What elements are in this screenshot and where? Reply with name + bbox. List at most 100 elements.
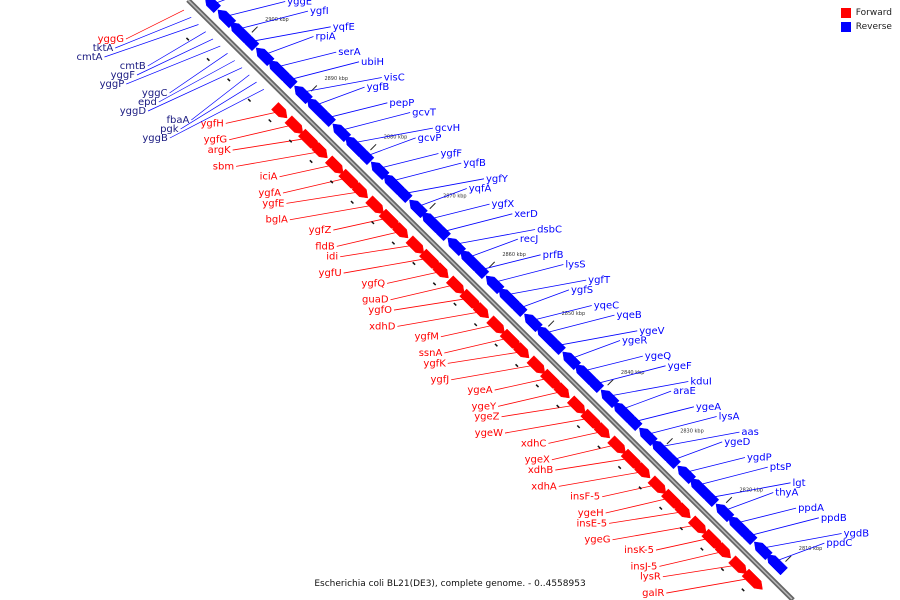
scale-tick [547,320,555,327]
gene-xdhA[interactable] [634,462,651,479]
gene-ygfM[interactable] [486,315,505,334]
gene-gcvP[interactable] [358,148,375,166]
gene-label-ygfS: ygfS [571,285,593,296]
gene-xdhC[interactable] [593,422,611,439]
feature-marker [576,424,581,429]
gene-xdhD[interactable] [472,302,490,319]
gene-label-xdhC: xdhC [521,438,547,449]
gene-ygeG[interactable] [687,515,707,534]
gene-ygeF[interactable] [587,376,605,394]
gene-leader-line [494,378,545,391]
gene-leader-line [232,138,303,151]
gene-ygfK[interactable] [513,342,530,359]
gene-leader-line [471,238,518,257]
gene-label-ygfK: ygfK [423,358,446,369]
gene-leader-line [510,279,587,295]
gene-label-dsbC: dsbC [537,224,562,235]
gene-xerD[interactable] [434,224,451,242]
gene-guaD[interactable] [445,275,465,294]
gene-ygeV[interactable] [549,338,566,356]
gene-label-ygfT: ygfT [588,275,611,286]
scale-tick-label: 2860 kbp [502,252,526,258]
gene-label-ubiH: ubiH [361,57,384,68]
gene-ygfH[interactable] [271,102,288,119]
gene-leader-line [216,0,226,4]
gene-iciA[interactable] [324,155,344,174]
gene-pepP[interactable] [319,110,337,128]
gene-label-yqeB: yqeB [616,310,641,321]
gene-leader-line [497,391,559,407]
gene-label-ygfO: ygfO [368,305,392,316]
gene-leader-line [331,102,388,118]
gene-sbm[interactable] [311,142,328,159]
gene-leader-line [501,405,572,418]
feature-marker [268,118,272,123]
gene-label-ptsP: ptsP [770,462,792,473]
feature-marker [556,404,560,409]
gene-leader-line [701,466,768,485]
gene-label-ygfY: ygfY [486,174,509,185]
gene-label-ygeR: ygeR [622,335,647,346]
gene-yggA[interactable] [205,0,222,14]
gene-fldB[interactable] [392,222,409,239]
feature-marker [371,220,375,225]
gene-leader-line [637,406,694,422]
gene-ygfQ[interactable] [432,262,449,279]
gene-ygeZ[interactable] [566,395,586,414]
gene-insF-5[interactable] [647,475,667,494]
gene-lgt[interactable] [702,490,720,508]
gene-ygeD[interactable] [664,452,681,470]
gene-leader-line [714,482,791,498]
gene-label-ygeA: ygeA [696,402,721,413]
gene-label-ygeA: ygeA [467,385,492,396]
gene-ygeY[interactable] [553,382,570,399]
gene-label-visC: visC [384,72,405,83]
map-caption: Escherichia coli BL21(DE3), complete gen… [314,579,586,589]
gene-prfB[interactable] [473,262,490,280]
gene-idi[interactable] [405,235,425,254]
gene-insE-5[interactable] [674,502,691,519]
gene-leader-line [446,213,513,232]
gene-leader-line [484,254,541,270]
gene-label-xdhD: xdhD [369,321,396,332]
gene-bglA[interactable] [365,195,384,214]
gene-leader-line [609,511,680,524]
gene-label-argK: argK [208,145,231,156]
gene-label-galR: galR [642,588,664,599]
gene-leader-line [535,305,592,320]
gene-leader-line [451,365,532,381]
gene-label-yggF: yggF [111,70,136,81]
legend-forward: Forward [840,8,892,18]
gene-leader-line [280,51,337,67]
feature-marker [535,384,540,388]
gene-ygfY[interactable] [396,186,413,204]
gene-ubiH[interactable] [281,72,298,90]
gene-ppdB[interactable] [741,528,758,546]
gene-leader-line [125,9,185,40]
gene-ygfJ[interactable] [526,355,546,374]
legend-forward-label: Forward [855,8,892,18]
gene-label-gcvH: gcvH [435,123,460,134]
gene-ygfE[interactable] [351,182,369,199]
gene-ygeA[interactable] [626,414,643,432]
gene-leader-line [229,1,286,16]
gene-galR[interactable] [741,568,763,590]
gene-ygeX[interactable] [607,435,626,454]
gene-leader-line [624,390,672,409]
gene-ygfS[interactable] [511,300,528,318]
gene-leader-line [241,10,309,29]
gene-leader-line [662,565,733,578]
gene-insJ-5[interactable] [714,542,732,559]
gene-leader-line [548,314,615,333]
gene-ppdC[interactable] [766,554,788,576]
gene-leader-line [659,551,720,567]
gene-lysR[interactable] [728,555,747,574]
feature-marker [741,588,745,592]
gene-label-ygdP: ygdP [747,452,772,463]
gene-leader-line [393,298,465,311]
gene-ygfG[interactable] [284,115,304,134]
gene-leader-line [586,355,643,371]
gene-label-ygeY: ygeY [472,401,497,412]
gene-yqfE[interactable] [243,34,260,52]
